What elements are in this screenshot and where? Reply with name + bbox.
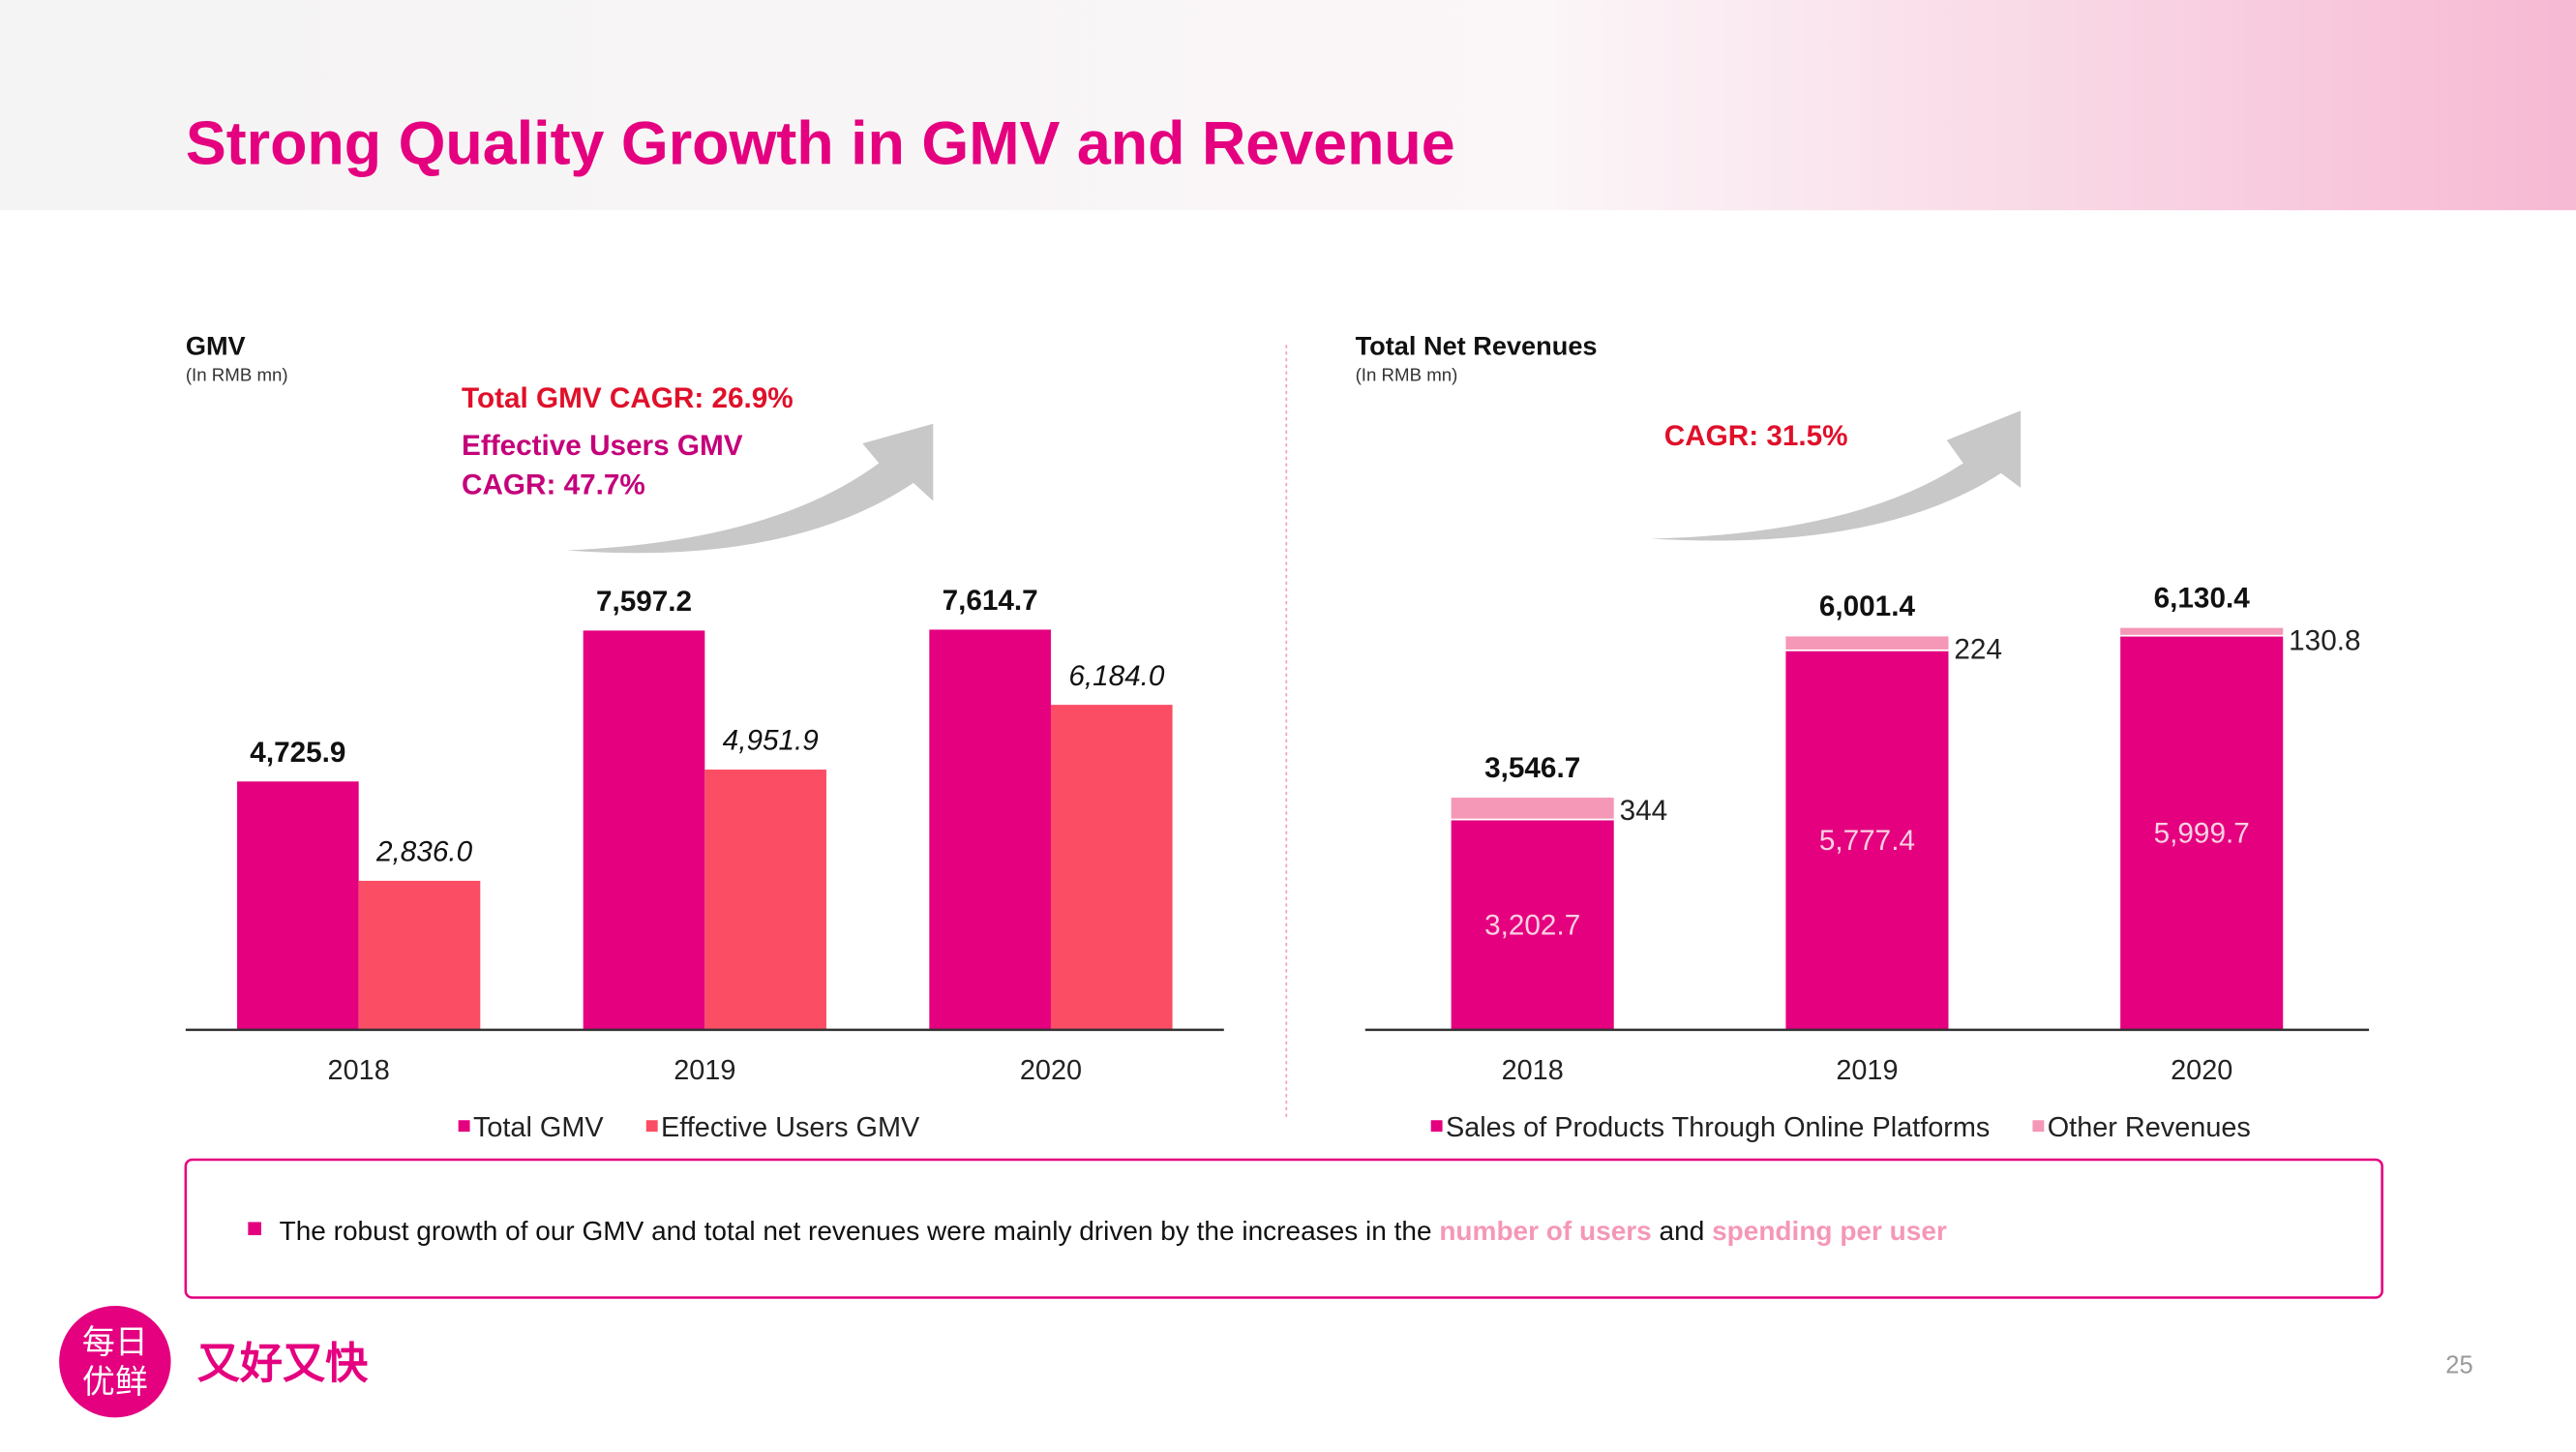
- chart-title: Total Net Revenues: [1356, 331, 1598, 361]
- x-tick-label: 2018: [328, 1055, 390, 1086]
- value-label: 3,202.7: [1484, 909, 1580, 941]
- x-tick-label: 2019: [1836, 1055, 1898, 1086]
- value-label: 7,614.7: [943, 585, 1038, 617]
- legend-label: Effective Users GMV: [661, 1112, 920, 1143]
- bar-segment: [1783, 634, 1951, 651]
- x-tick-label: 2020: [2171, 1055, 2232, 1086]
- value-label: 344: [1620, 795, 1668, 827]
- total-label: 3,546.7: [1484, 752, 1580, 784]
- legend-swatch: [458, 1120, 470, 1133]
- slogan: 又好又快: [197, 1341, 369, 1388]
- logo: [59, 1305, 171, 1418]
- growth-arrow: [566, 423, 934, 554]
- bar: [583, 630, 705, 1030]
- chart-subtitle: (In RMB mn): [1356, 365, 1458, 385]
- legend-label: Sales of Products Through Online Platfor…: [1446, 1112, 1990, 1143]
- bar: [237, 781, 359, 1030]
- note-part: The robust growth of our GMV and total n…: [280, 1216, 1440, 1246]
- value-label: 6,184.0: [1068, 660, 1165, 692]
- note-highlight: number of users: [1439, 1216, 1651, 1246]
- note-part: and: [1652, 1216, 1712, 1246]
- note-highlight: spending per user: [1712, 1216, 1947, 1246]
- legend-label: Total GMV: [473, 1112, 604, 1143]
- legend-swatch: [2032, 1120, 2045, 1133]
- value-label: 4,951.9: [723, 725, 819, 757]
- total-label: 6,130.4: [2154, 582, 2251, 614]
- legend-label: Other Revenues: [2048, 1112, 2251, 1143]
- annotation: CAGR: 47.7%: [462, 469, 645, 501]
- note-box: [184, 1158, 2383, 1299]
- page-number: 25: [2445, 1352, 2472, 1379]
- legend-swatch: [1430, 1120, 1443, 1133]
- value-label: 5,777.4: [1819, 825, 1915, 857]
- bar-segment: [2118, 634, 2285, 1031]
- bullet: [248, 1222, 261, 1236]
- slide-title: Strong Quality Growth in GMV and Revenue: [186, 110, 1455, 178]
- chart-title: GMV: [186, 331, 246, 361]
- bar: [1050, 705, 1173, 1030]
- x-tick-label: 2018: [1502, 1055, 1564, 1086]
- legend-swatch: [645, 1120, 658, 1133]
- growth-arrow: [1651, 410, 2022, 541]
- value-label: 224: [1954, 633, 2002, 665]
- note-text: The robust growth of our GMV and total n…: [280, 1216, 1947, 1246]
- bar-segment: [2118, 625, 2285, 637]
- value-label: 2,836.0: [375, 836, 473, 868]
- value-label: 7,597.2: [596, 586, 692, 618]
- header-band: [0, 0, 2576, 211]
- total-label: 6,001.4: [1819, 590, 1916, 622]
- x-tick-label: 2020: [1020, 1055, 1082, 1086]
- chart-subtitle: (In RMB mn): [186, 365, 288, 385]
- bar-segment: [1449, 818, 1616, 1031]
- logo-text: 优鲜: [82, 1364, 148, 1401]
- bar: [358, 880, 481, 1030]
- logo-text: 每日: [82, 1324, 148, 1361]
- value-label: 130.8: [2289, 625, 2360, 657]
- annotation: Total GMV CAGR: 26.9%: [462, 382, 794, 414]
- bar-segment: [1449, 796, 1616, 821]
- value-label: 5,999.7: [2154, 817, 2250, 849]
- value-label: 4,725.9: [250, 737, 345, 769]
- annotation: Effective Users GMV: [462, 430, 743, 462]
- x-tick-label: 2019: [674, 1055, 735, 1086]
- bar: [704, 770, 826, 1030]
- annotation: CAGR: 31.5%: [1664, 420, 1848, 452]
- bar: [929, 629, 1051, 1030]
